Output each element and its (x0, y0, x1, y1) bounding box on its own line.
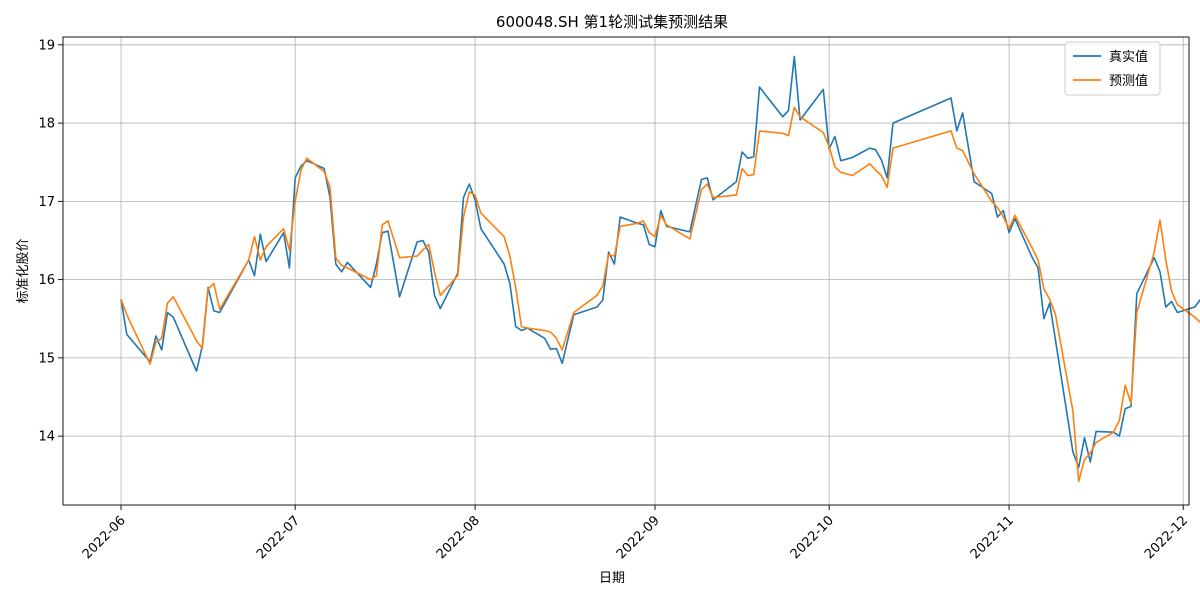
y-tick-label: 19 (38, 38, 55, 53)
y-tick-label: 17 (38, 195, 55, 210)
chart-title: 600048.SH 第1轮测试集预测结果 (496, 13, 728, 31)
series-line-2 (120, 106, 1200, 483)
plot-frame (62, 36, 1190, 506)
y-tick-label: 18 (38, 117, 55, 132)
x-tick-label: 2022-09 (614, 513, 663, 562)
x-tick-label: 2022-06 (80, 513, 129, 562)
y-tick-label: 16 (38, 273, 55, 288)
y-tick-label: 14 (38, 430, 55, 445)
legend-label-2: 预测值 (1109, 73, 1148, 89)
y-tick-label: 15 (38, 351, 55, 366)
series-line-1 (120, 55, 1200, 469)
x-tick-label: 2022-10 (788, 513, 837, 562)
x-tick-label: 2022-12 (1142, 513, 1191, 562)
legend-label-1: 真实值 (1109, 49, 1148, 65)
x-axis-label: 日期 (599, 571, 625, 586)
series-group (120, 55, 1200, 483)
x-tick-label: 2022-11 (968, 513, 1017, 562)
grid (63, 37, 1189, 505)
x-tick-label: 2022-08 (434, 513, 483, 562)
y-axis-label: 标准化股价 (16, 238, 31, 303)
x-tick-label: 2022-07 (254, 513, 303, 562)
